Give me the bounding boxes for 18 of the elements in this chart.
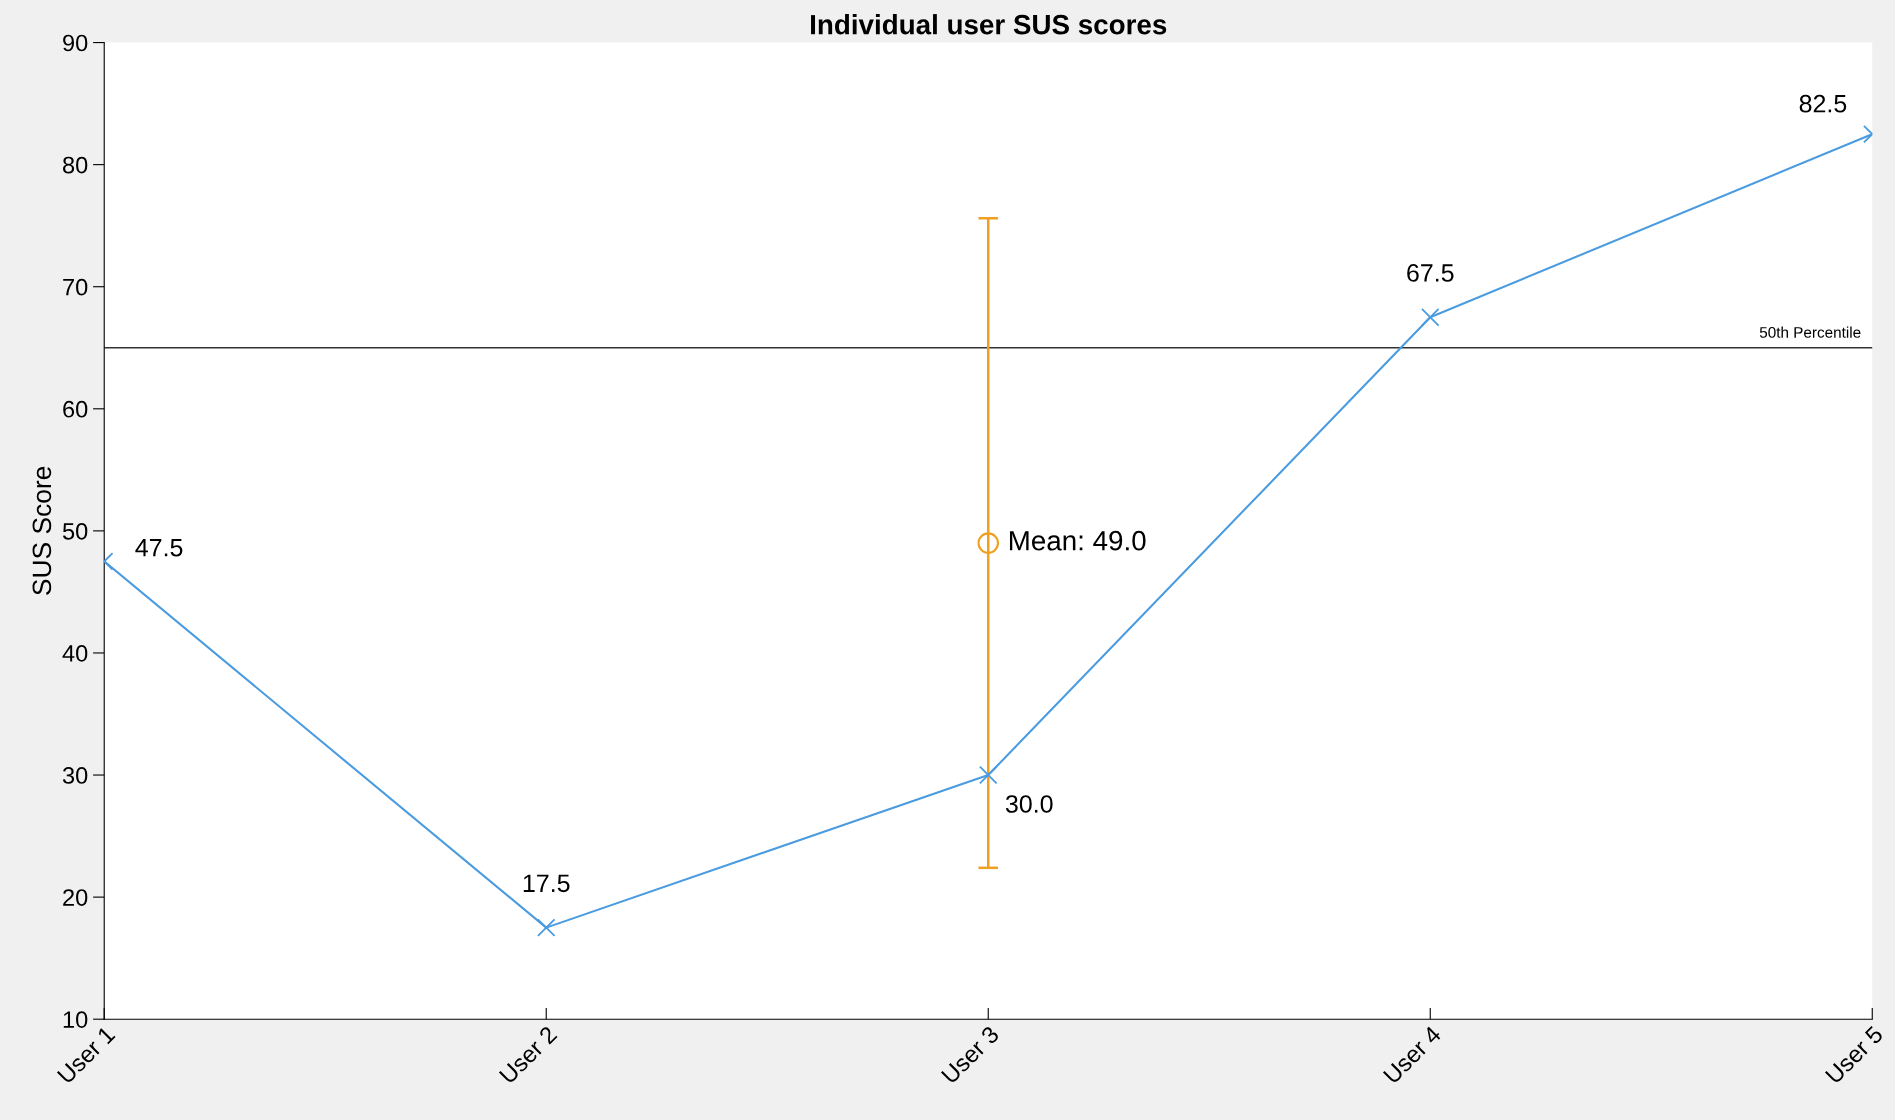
y-tick-label: 60 [63, 400, 88, 418]
y-tick-label: 90 [63, 34, 88, 52]
ref-line-label: 50th Percentile [1759, 326, 1861, 338]
data-label: Mean: 49.0 [1009, 530, 1146, 551]
data-label: 47.5 [135, 539, 183, 557]
y-tick-label: 10 [63, 1011, 88, 1028]
y-tick-label: 80 [63, 156, 88, 174]
y-tick-label: 40 [62, 645, 88, 662]
y-tick-label: 20 [63, 889, 88, 906]
data-label: 67.5 [1407, 264, 1454, 282]
y-axis-title: SUS Score [32, 466, 52, 595]
data-label: 82.5 [1799, 94, 1847, 113]
y-tick-label: 50 [62, 522, 88, 540]
y-tick-label: 70 [63, 278, 88, 296]
data-label: 30.0 [1005, 795, 1053, 813]
data-label: 17.5 [523, 874, 570, 893]
y-tick-label: 30 [62, 767, 88, 784]
chart-title: Individual user SUS scores [811, 14, 1167, 35]
